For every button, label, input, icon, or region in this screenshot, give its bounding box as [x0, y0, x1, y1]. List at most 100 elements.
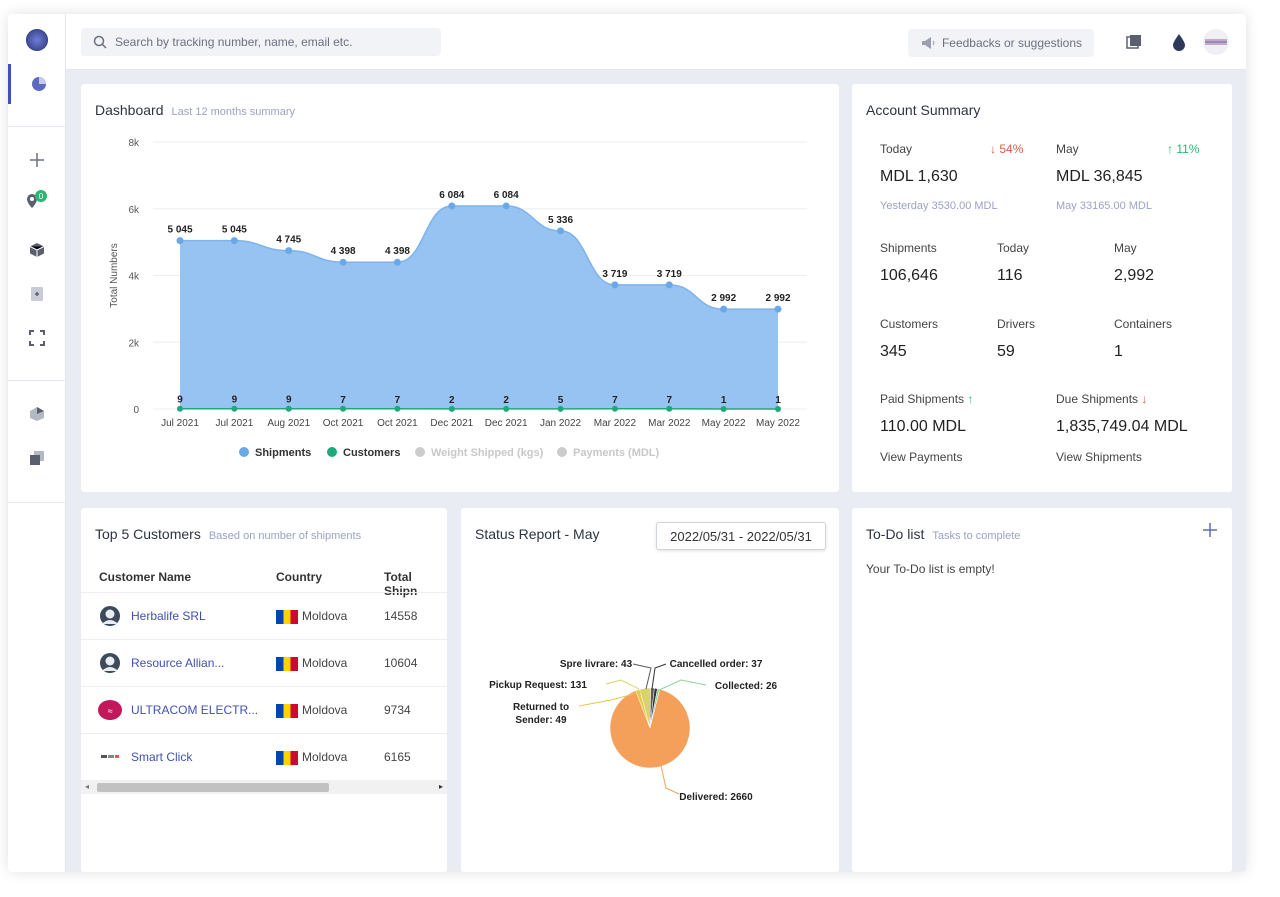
theme-button[interactable]: [1169, 32, 1189, 52]
x-tick-label: Mar 2022: [594, 418, 637, 429]
todo-subtitle: Tasks to complete: [932, 530, 1021, 542]
moldova-flag-icon: [276, 703, 298, 718]
sidebar-item-copy[interactable]: [8, 438, 66, 478]
customers-data-label: 1: [721, 395, 727, 406]
svg-text:≈: ≈: [108, 706, 113, 716]
customers-data-label: 9: [177, 395, 183, 406]
drivers-value: 59: [997, 343, 1015, 360]
sidebar-item-containers[interactable]: [8, 394, 66, 434]
dashboard-title-row: Dashboard Last 12 months summary: [95, 102, 295, 118]
customers-data-label: 5: [558, 395, 564, 406]
shipments-today-value: 116: [997, 267, 1023, 284]
dashboard-title: Dashboard: [95, 102, 164, 118]
todo-title: To-Do list: [866, 526, 925, 542]
total-shipments-cell: 14558: [384, 609, 418, 623]
pie-chart-icon: [31, 77, 46, 91]
sidebar-divider: [8, 502, 66, 503]
customers-label: Customers: [880, 317, 939, 331]
pie-label: Cancelled order: 37: [670, 659, 763, 670]
app-logo[interactable]: [8, 20, 66, 60]
pie-label: Collected: 26: [715, 681, 778, 692]
legend-marker: [327, 447, 337, 457]
scroll-left-icon[interactable]: ◂: [85, 782, 90, 791]
table-row[interactable]: Resource Allian... Moldova 10604: [81, 639, 447, 686]
scrollbar-thumb[interactable]: [97, 783, 329, 792]
shipments-point: [557, 227, 565, 235]
customers-data-label: 7: [395, 395, 401, 406]
todo-empty-message: Your To-Do list is empty!: [866, 562, 995, 576]
customer-name-link[interactable]: Smart Click: [131, 750, 193, 764]
dashboard-card: Dashboard Last 12 months summary 0 2k 4k 6k 8…: [81, 84, 839, 492]
pie-leader-line: [605, 679, 640, 690]
due-shipments-text: Due Shipments: [1056, 392, 1139, 406]
shipments-point: [285, 247, 293, 255]
table-row[interactable]: Smart Click Moldova 6165: [81, 733, 447, 780]
top-bar: Feedbacks or suggestions: [66, 14, 1246, 70]
view-payments-link[interactable]: View Payments: [880, 450, 963, 464]
yesterday-value: Yesterday 3530.00 MDL: [880, 200, 998, 212]
search-input[interactable]: [115, 35, 435, 49]
shipments-data-label: 4 398: [331, 246, 356, 257]
add-todo-button[interactable]: [1202, 522, 1218, 543]
pie-leader-line: [651, 663, 667, 690]
todo-title-row: To-Do list Tasks to complete: [866, 526, 1020, 542]
x-tick-label: Jul 2021: [161, 418, 199, 429]
x-tick-label: May 2022: [702, 418, 746, 429]
scroll-right-icon[interactable]: ▸: [438, 782, 443, 791]
scan-icon: [29, 330, 45, 346]
feedback-button[interactable]: Feedbacks or suggestions: [908, 29, 1094, 57]
column-header-country[interactable]: Country: [276, 570, 322, 584]
top-customers-subtitle: Based on number of shipments: [208, 530, 362, 542]
y-tick-label: 6k: [128, 205, 140, 216]
customer-name-link[interactable]: ULTRACOM ELECTR...: [131, 703, 259, 717]
table-row[interactable]: ≈ ULTRACOM ELECTR... Moldova 9734: [81, 686, 447, 733]
column-header-name[interactable]: Customer Name: [99, 570, 192, 584]
x-tick-label: Dec 2021: [485, 418, 528, 429]
table-row[interactable]: Herbalife SRL Moldova 14558: [81, 592, 447, 639]
status-report-title: Status Report - May: [475, 526, 600, 542]
customers-data-label: 7: [666, 395, 672, 406]
sidebar-divider: [8, 380, 66, 381]
customer-name-link[interactable]: Resource Allian...: [131, 656, 225, 670]
customer-name-link[interactable]: Herbalife SRL: [131, 609, 206, 623]
moldova-flag-icon: [276, 656, 298, 671]
x-tick-label: Aug 2021: [267, 418, 310, 429]
pie-label: Returned to: [513, 702, 569, 713]
shipments-data-label: 5 045: [167, 225, 192, 236]
sidebar-item-dashboard[interactable]: [8, 64, 66, 104]
customers-data-label: 2: [503, 395, 509, 406]
month-change-value: 11%: [1176, 142, 1200, 156]
sidebar-item-scan[interactable]: [8, 318, 66, 358]
customers-point: [611, 405, 618, 412]
month-label: May: [1056, 142, 1079, 156]
user-avatar[interactable]: [1202, 28, 1230, 56]
country-cell: Moldova: [276, 656, 347, 671]
customers-data-label: 2: [449, 395, 455, 406]
due-shipments-label: Due Shipments ↓: [1056, 392, 1147, 406]
search-box[interactable]: [81, 28, 441, 56]
sidebar-item-add[interactable]: [8, 140, 66, 180]
x-tick-label: Jul 2021: [215, 418, 253, 429]
paid-shipments-label: Paid Shipments ↑: [880, 392, 973, 406]
window-button[interactable]: [1124, 32, 1144, 52]
shipments-data-label: 3 719: [657, 269, 682, 280]
shipments-data-label: 4 745: [276, 235, 301, 246]
date-range-picker[interactable]: 2022/05/31 - 2022/05/31: [656, 522, 826, 550]
horizontal-scrollbar[interactable]: ◂ ▸: [81, 780, 447, 794]
shipments-data-label: 5 045: [222, 225, 247, 236]
sidebar-item-packages[interactable]: [8, 230, 66, 270]
notification-badge: 0: [39, 192, 44, 201]
sidebar-item-tracking[interactable]: 0: [8, 182, 66, 222]
today-change: ↓ 54%: [990, 142, 1023, 156]
logo-icon: [26, 29, 48, 51]
person-avatar: [100, 606, 120, 626]
column-header-total[interactable]: Total Shipn: [384, 570, 418, 598]
sidebar-item-documents[interactable]: [8, 274, 66, 314]
today-change-value: 54%: [999, 142, 1024, 156]
y-axis-label: Total Numbers: [109, 243, 120, 307]
shipments-label: Shipments: [880, 241, 937, 255]
arrow-down-icon: ↓: [1138, 392, 1148, 406]
view-shipments-link[interactable]: View Shipments: [1056, 450, 1142, 464]
arrow-up-icon: ↑: [1167, 142, 1177, 156]
person-avatar: [100, 653, 120, 673]
